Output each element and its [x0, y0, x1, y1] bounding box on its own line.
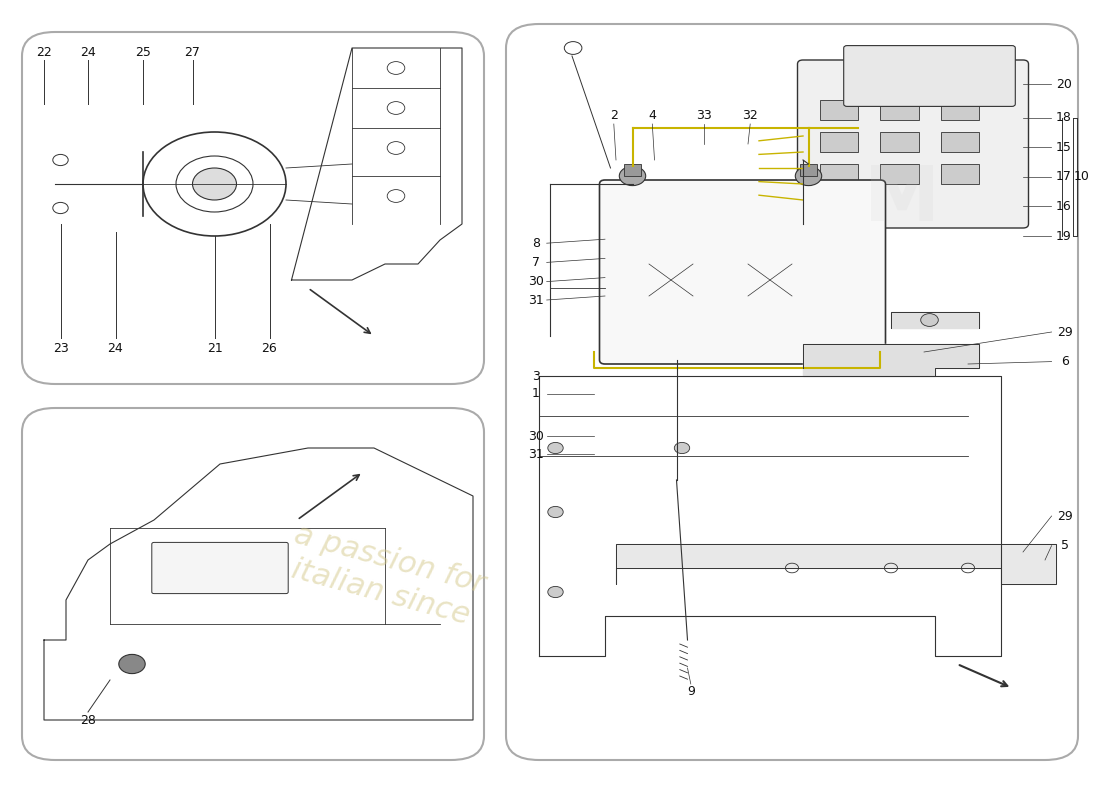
- Bar: [820, 100, 858, 120]
- Text: 26: 26: [262, 342, 277, 354]
- Bar: [800, 164, 817, 176]
- FancyBboxPatch shape: [798, 60, 1028, 228]
- Text: 19: 19: [1056, 230, 1071, 242]
- Text: 21: 21: [207, 342, 222, 354]
- Polygon shape: [616, 544, 1056, 584]
- Bar: [880, 164, 918, 184]
- Bar: [820, 132, 858, 152]
- Text: 31: 31: [528, 448, 543, 461]
- Text: 29: 29: [1057, 510, 1072, 522]
- FancyBboxPatch shape: [600, 180, 886, 364]
- Bar: [940, 132, 979, 152]
- Bar: [880, 132, 918, 152]
- Circle shape: [921, 314, 938, 326]
- Text: 2: 2: [609, 109, 618, 122]
- Text: 25: 25: [135, 46, 151, 58]
- FancyBboxPatch shape: [844, 46, 1015, 106]
- Bar: [820, 164, 858, 184]
- Bar: [940, 164, 979, 184]
- Text: a passion for
italian since: a passion for italian since: [282, 520, 488, 632]
- Text: 29: 29: [1057, 326, 1072, 338]
- Circle shape: [192, 168, 236, 200]
- Text: 24: 24: [108, 342, 123, 354]
- Text: 16: 16: [1056, 200, 1071, 213]
- Text: 17: 17: [1056, 170, 1071, 183]
- Text: 33: 33: [696, 109, 712, 122]
- Bar: [940, 100, 979, 120]
- Text: 28: 28: [80, 714, 96, 726]
- Text: 32: 32: [742, 109, 758, 122]
- Text: 3: 3: [531, 370, 540, 382]
- Circle shape: [548, 586, 563, 598]
- Text: 15: 15: [1056, 141, 1071, 154]
- Text: 6: 6: [1060, 355, 1069, 368]
- Circle shape: [119, 654, 145, 674]
- Text: 8: 8: [531, 237, 540, 250]
- Text: M: M: [864, 163, 940, 237]
- Text: 30: 30: [528, 275, 543, 288]
- Text: 18: 18: [1056, 111, 1071, 124]
- Text: 20: 20: [1056, 78, 1071, 90]
- FancyBboxPatch shape: [152, 542, 288, 594]
- Text: 4: 4: [648, 109, 657, 122]
- Text: 24: 24: [80, 46, 96, 58]
- Polygon shape: [803, 344, 979, 376]
- Bar: [880, 100, 918, 120]
- Text: 10: 10: [1074, 170, 1089, 182]
- Text: 23: 23: [53, 342, 68, 354]
- Text: 22: 22: [36, 46, 52, 58]
- Circle shape: [795, 166, 822, 186]
- Text: 7: 7: [531, 256, 540, 269]
- Text: 5: 5: [1060, 539, 1069, 552]
- Circle shape: [548, 506, 563, 518]
- Text: 27: 27: [185, 46, 200, 58]
- Text: 1: 1: [531, 387, 540, 400]
- Circle shape: [674, 442, 690, 454]
- Circle shape: [548, 442, 563, 454]
- Circle shape: [619, 166, 646, 186]
- Text: 31: 31: [528, 294, 543, 306]
- Text: 9: 9: [686, 685, 695, 698]
- Bar: [624, 164, 641, 176]
- Polygon shape: [891, 312, 979, 328]
- Text: 30: 30: [528, 430, 543, 442]
